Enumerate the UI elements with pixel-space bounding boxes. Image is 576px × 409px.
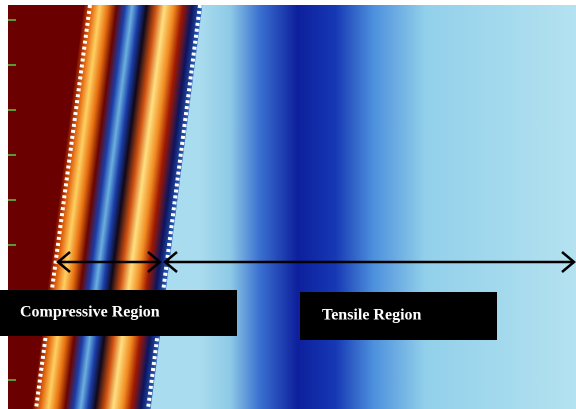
page: Compressive Region Tensile Region (() =>… xyxy=(0,0,576,409)
figure: Compressive Region Tensile Region xyxy=(0,0,576,409)
tensile-label: Tensile Region xyxy=(322,307,422,324)
margin xyxy=(0,0,8,409)
compressive-label: Compressive Region xyxy=(20,304,160,321)
